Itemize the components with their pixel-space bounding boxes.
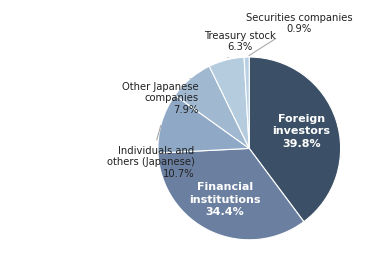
Wedge shape	[175, 66, 249, 149]
Text: Individuals and
others (Japanese)
10.7%: Individuals and others (Japanese) 10.7%	[106, 125, 194, 179]
Text: Financial
institutions
34.4%: Financial institutions 34.4%	[190, 182, 261, 217]
Text: Other Japanese
companies
7.9%: Other Japanese companies 7.9%	[122, 79, 199, 115]
Text: Securities companies
0.9%: Securities companies 0.9%	[246, 13, 353, 56]
Wedge shape	[244, 57, 249, 149]
Text: Foreign
investors
39.8%: Foreign investors 39.8%	[272, 114, 330, 149]
Wedge shape	[209, 57, 249, 149]
Wedge shape	[158, 95, 249, 153]
Wedge shape	[158, 149, 304, 240]
Wedge shape	[249, 57, 341, 222]
Text: Treasury stock
6.3%: Treasury stock 6.3%	[204, 31, 276, 58]
